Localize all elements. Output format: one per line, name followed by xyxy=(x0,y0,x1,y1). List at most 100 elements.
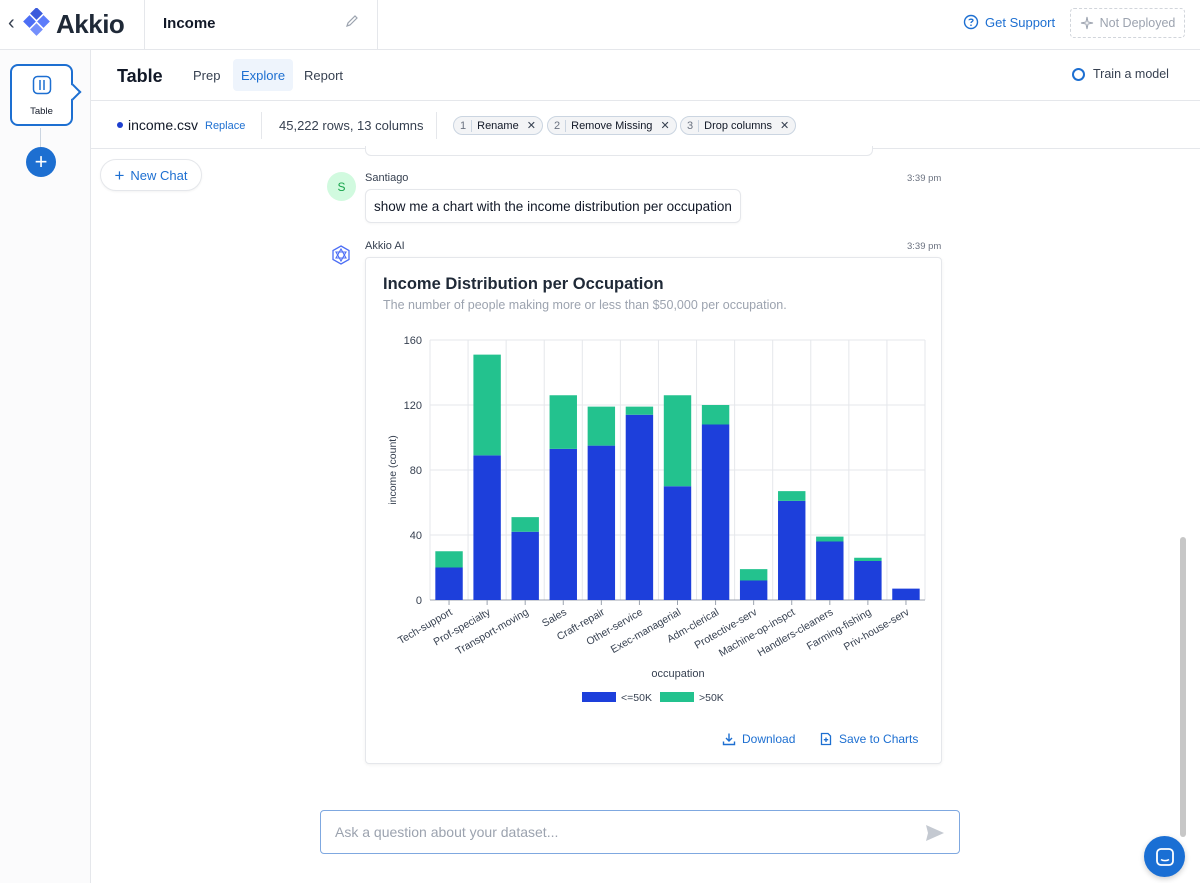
brand[interactable]: ‹ Akkio xyxy=(0,0,145,50)
prep-step-chip[interactable]: 2 Remove Missing ✕ xyxy=(547,116,677,135)
step-label: Drop columns xyxy=(704,119,772,132)
step-label: Remove Missing xyxy=(571,119,653,132)
prep-step-chip[interactable]: 3 Drop columns ✕ xyxy=(680,116,797,135)
step-number: 3 xyxy=(687,119,700,132)
replace-link[interactable]: Replace xyxy=(205,120,246,132)
back-chevron-icon[interactable]: ‹ xyxy=(8,12,15,34)
top-bar: ‹ Akkio Income Get Support Not Deployed xyxy=(0,0,1200,50)
bar xyxy=(511,531,539,600)
bar xyxy=(739,580,768,600)
close-icon[interactable]: ✕ xyxy=(526,120,536,132)
bar xyxy=(549,395,577,449)
divider xyxy=(436,112,437,139)
dataset-bar: income.csv Replace 45,222 rows, 13 colum… xyxy=(91,101,1200,149)
legend-swatch xyxy=(660,692,694,702)
y-tick-label: 40 xyxy=(410,530,422,542)
table-node-label: Table xyxy=(30,106,53,117)
prep-step-chip[interactable]: 1 Rename ✕ xyxy=(453,116,543,135)
user-name: Santiago xyxy=(365,172,409,184)
step-number: 1 xyxy=(460,119,473,132)
akkio-ai-icon xyxy=(332,245,350,265)
help-circle-icon xyxy=(963,14,979,30)
table-node-card[interactable]: Table xyxy=(10,64,82,126)
left-rail: Table + xyxy=(0,50,91,883)
bar xyxy=(778,500,806,600)
tab-report[interactable]: Report xyxy=(304,67,344,83)
save-to-charts-label: Save to Charts xyxy=(839,732,919,746)
bar xyxy=(816,541,844,600)
not-deployed-label: Not Deployed xyxy=(1099,16,1176,30)
brand-name: Akkio xyxy=(56,9,125,39)
download-label: Download xyxy=(742,732,796,746)
step-label: Rename xyxy=(477,119,519,132)
ask-question-box[interactable] xyxy=(320,810,960,854)
card-notch xyxy=(64,83,82,101)
plus-icon: + xyxy=(34,149,48,174)
y-tick-label: 0 xyxy=(416,595,422,607)
previous-message-bubble xyxy=(365,146,873,156)
get-support-button[interactable]: Get Support xyxy=(963,14,1055,30)
new-chat-label: New Chat xyxy=(130,167,188,183)
x-tick-label: Farming-fishing xyxy=(805,606,874,653)
bar xyxy=(587,406,616,446)
x-axis-label: occupation xyxy=(651,668,704,680)
ask-question-input[interactable] xyxy=(335,821,915,843)
send-icon[interactable] xyxy=(925,824,945,842)
y-tick-label: 80 xyxy=(410,465,422,477)
step-number: 2 xyxy=(554,119,567,132)
x-tick-label: Priv-house-serv xyxy=(842,606,912,654)
bar xyxy=(854,557,882,561)
tab-prep[interactable]: Prep xyxy=(193,67,221,83)
train-model-label: Train a model xyxy=(1093,67,1169,81)
ai-name: Akkio AI xyxy=(365,240,405,252)
dataset-dot-icon xyxy=(117,122,123,128)
y-tick-label: 160 xyxy=(404,335,422,347)
legend-label: >50K xyxy=(699,692,724,704)
chart-card: Income Distribution per Occupation The n… xyxy=(365,257,942,764)
save-to-charts-button[interactable]: Save to Charts xyxy=(819,732,918,746)
chart-title: Income Distribution per Occupation xyxy=(383,275,664,293)
stacked-bar-chart: 04080120160Tech-supportProf-specialtyTra… xyxy=(387,335,926,704)
dataset-filename: income.csv xyxy=(128,117,199,133)
ai-message-time: 3:39 pm xyxy=(907,241,942,252)
y-axis-label: income (count) xyxy=(387,435,399,504)
train-model-button[interactable]: Train a model xyxy=(1072,67,1169,81)
pencil-icon[interactable] xyxy=(345,14,359,28)
bar xyxy=(625,406,654,415)
bar xyxy=(473,354,501,456)
bar xyxy=(701,424,730,600)
bar xyxy=(435,551,463,568)
dataset-rows-info: 45,222 rows, 13 columns xyxy=(279,118,424,133)
close-icon[interactable]: ✕ xyxy=(660,120,670,132)
bar xyxy=(511,517,539,532)
bar xyxy=(663,486,692,600)
close-icon[interactable]: ✕ xyxy=(779,120,790,132)
user-message: show me a chart with the income distribu… xyxy=(365,189,741,223)
project-title-area[interactable]: Income xyxy=(145,0,378,50)
akkio-logo-icon xyxy=(23,8,50,36)
add-step-button[interactable]: + xyxy=(26,147,56,177)
bar xyxy=(587,445,616,600)
chat-support-button[interactable] xyxy=(1144,836,1185,877)
divider xyxy=(261,112,262,139)
chart-subtitle: The number of people making more or less… xyxy=(383,298,787,312)
sparkle-icon xyxy=(1080,16,1093,30)
scrollbar-thumb[interactable] xyxy=(1180,537,1186,837)
legend-swatch xyxy=(582,692,616,702)
download-button[interactable]: Download xyxy=(722,732,795,746)
chat-bubble-icon xyxy=(1155,847,1174,866)
sub-header: Table Prep Explore Report Train a model xyxy=(91,50,1200,101)
circle-icon xyxy=(1072,67,1085,81)
tab-explore[interactable]: Explore xyxy=(233,59,294,91)
bar xyxy=(778,491,806,501)
file-plus-icon xyxy=(820,732,832,746)
bar xyxy=(892,588,920,600)
not-deployed-button[interactable]: Not Deployed xyxy=(1070,8,1185,38)
user-message-time: 3:39 pm xyxy=(907,173,942,184)
bar xyxy=(663,395,692,487)
new-chat-button[interactable]: + New Chat xyxy=(100,159,202,191)
bar xyxy=(473,455,501,600)
bar xyxy=(816,536,844,542)
bar xyxy=(701,405,730,425)
project-title[interactable]: Income xyxy=(163,15,216,32)
